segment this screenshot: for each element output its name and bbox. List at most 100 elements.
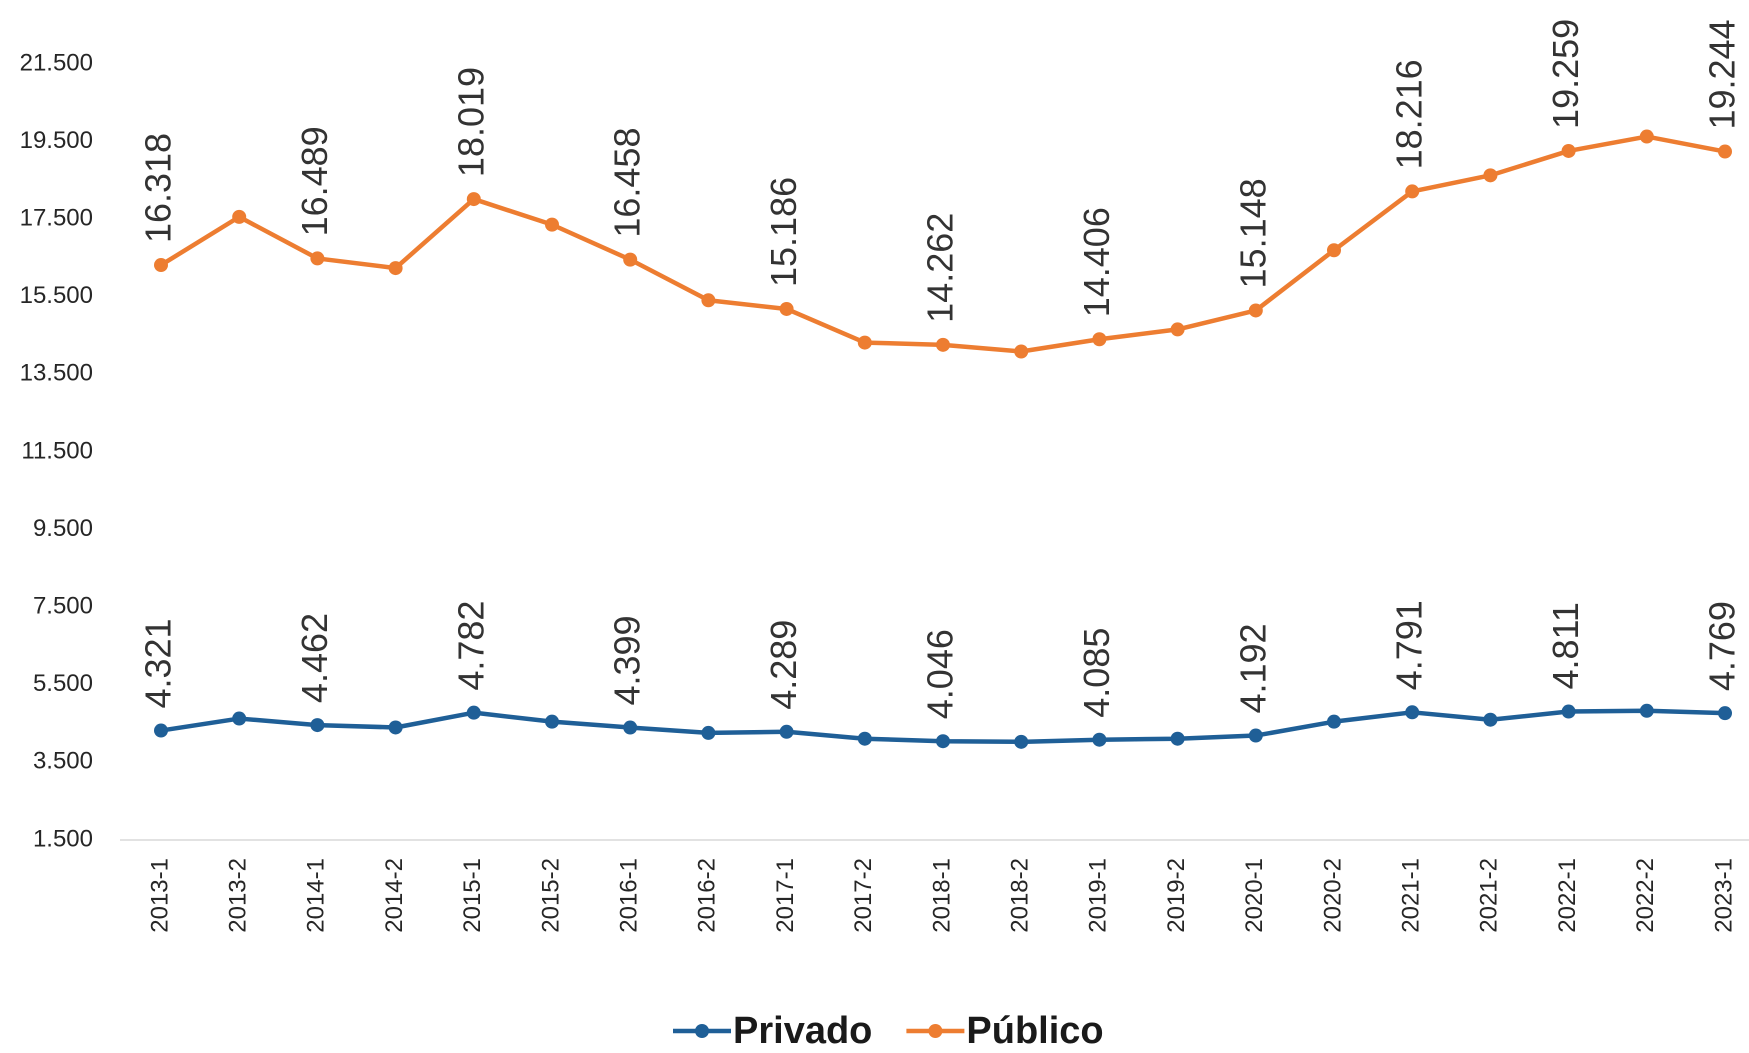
data-label: 15.186 [763, 177, 804, 287]
x-tick-label: 2019-2 [1163, 858, 1190, 933]
series-marker [1718, 144, 1732, 159]
data-label: 18.019 [450, 67, 491, 177]
legend-label: Privado [733, 1010, 872, 1052]
x-tick-label: 2015-2 [537, 858, 564, 933]
y-tick-label: 19.500 [20, 127, 93, 154]
series-marker [545, 714, 559, 729]
series-marker [936, 734, 950, 749]
series-marker [1483, 712, 1498, 727]
series-marker [154, 723, 168, 738]
series-marker [232, 711, 247, 726]
y-tick-label: 9.500 [33, 515, 93, 542]
data-label: 14.406 [1076, 207, 1117, 317]
series-marker [1718, 706, 1732, 721]
series-marker [154, 258, 168, 273]
series-marker [1639, 703, 1654, 718]
data-label: 4.046 [920, 629, 961, 719]
series-marker [1092, 332, 1107, 347]
data-label: 19.259 [1545, 19, 1586, 129]
series-marker [1639, 129, 1654, 144]
data-label: 18.216 [1389, 59, 1430, 169]
data-label: 16.458 [607, 128, 648, 238]
series-marker [701, 725, 716, 740]
series-marker [1014, 734, 1029, 749]
x-tick-label: 2014-1 [303, 858, 330, 933]
y-tick-label: 7.500 [33, 593, 93, 620]
x-tick-label: 2020-2 [1319, 858, 1346, 933]
series-marker [232, 209, 247, 224]
x-tick-label: 2023-1 [1710, 858, 1737, 933]
x-tick-label: 2019-1 [1085, 858, 1112, 933]
x-tick-label: 2015-1 [459, 858, 486, 933]
data-label: 4.321 [138, 618, 179, 708]
series-marker [1170, 322, 1185, 337]
data-label: 4.811 [1545, 602, 1586, 689]
series-marker [1405, 705, 1420, 720]
x-tick-label: 2017-2 [850, 858, 877, 933]
series-marker [623, 252, 638, 267]
series-marker [1170, 731, 1185, 746]
x-tick-label: 2014-2 [381, 858, 408, 933]
series-marker [1561, 143, 1576, 158]
data-label: 16.318 [138, 133, 179, 243]
x-tick-label: 2020-1 [1241, 858, 1268, 933]
series-marker [1561, 704, 1576, 719]
series-marker [1327, 243, 1341, 258]
series-marker [1327, 714, 1341, 729]
x-tick-label: 2016-2 [694, 858, 721, 933]
y-tick-label: 21.500 [20, 49, 93, 76]
series-marker [388, 720, 403, 735]
x-tick-label: 2022-2 [1632, 858, 1659, 933]
series-marker [1092, 732, 1107, 747]
x-tick-label: 2022-1 [1554, 858, 1581, 933]
data-label: 4.791 [1389, 600, 1430, 690]
y-tick-label: 15.500 [20, 282, 93, 309]
series-marker [545, 217, 559, 232]
y-tick-label: 3.500 [33, 748, 93, 775]
x-tick-label: 2013-2 [225, 858, 252, 933]
series-marker [1483, 168, 1498, 183]
data-label: 4.085 [1076, 628, 1117, 718]
series-marker [1405, 184, 1420, 199]
y-tick-label: 13.500 [20, 360, 93, 387]
legend-marker [695, 1024, 709, 1038]
data-label: 4.769 [1702, 601, 1743, 691]
series-marker [1248, 303, 1263, 318]
legend-label: Público [966, 1010, 1103, 1052]
data-label: 4.782 [450, 601, 491, 691]
series-marker [388, 261, 403, 276]
data-label: 4.462 [294, 613, 335, 703]
series-marker [779, 724, 794, 739]
x-tick-label: 2017-1 [772, 858, 799, 933]
data-label: 4.192 [1232, 623, 1273, 713]
y-tick-label: 11.500 [21, 437, 93, 464]
series-marker [857, 731, 872, 746]
series-marker [466, 705, 481, 720]
data-label: 15.148 [1232, 178, 1273, 288]
series-marker [466, 192, 481, 207]
series-marker [310, 251, 325, 266]
x-tick-label: 2021-1 [1398, 858, 1425, 933]
y-tick-label: 1.500 [33, 825, 93, 852]
series-marker [936, 337, 950, 352]
legend-marker [928, 1024, 943, 1038]
data-label: 4.399 [607, 615, 648, 705]
series-marker [701, 293, 716, 308]
y-tick-label: 5.500 [33, 670, 93, 697]
x-tick-label: 2016-1 [616, 858, 643, 933]
y-tick-label: 17.500 [20, 205, 93, 232]
series-marker [1248, 728, 1263, 743]
legend: Privado Público [673, 1010, 1104, 1052]
x-tick-label: 2021-2 [1476, 858, 1503, 933]
series-marker [779, 301, 794, 316]
x-tick-label: 2018-1 [928, 858, 955, 933]
data-label: 14.262 [920, 213, 961, 323]
series-marker [1014, 344, 1029, 359]
series-marker [310, 718, 325, 733]
x-tick-label: 2013-1 [146, 858, 173, 933]
x-tick-label: 2018-2 [1007, 858, 1034, 933]
series-marker [857, 335, 872, 350]
data-label: 19.244 [1702, 19, 1743, 129]
